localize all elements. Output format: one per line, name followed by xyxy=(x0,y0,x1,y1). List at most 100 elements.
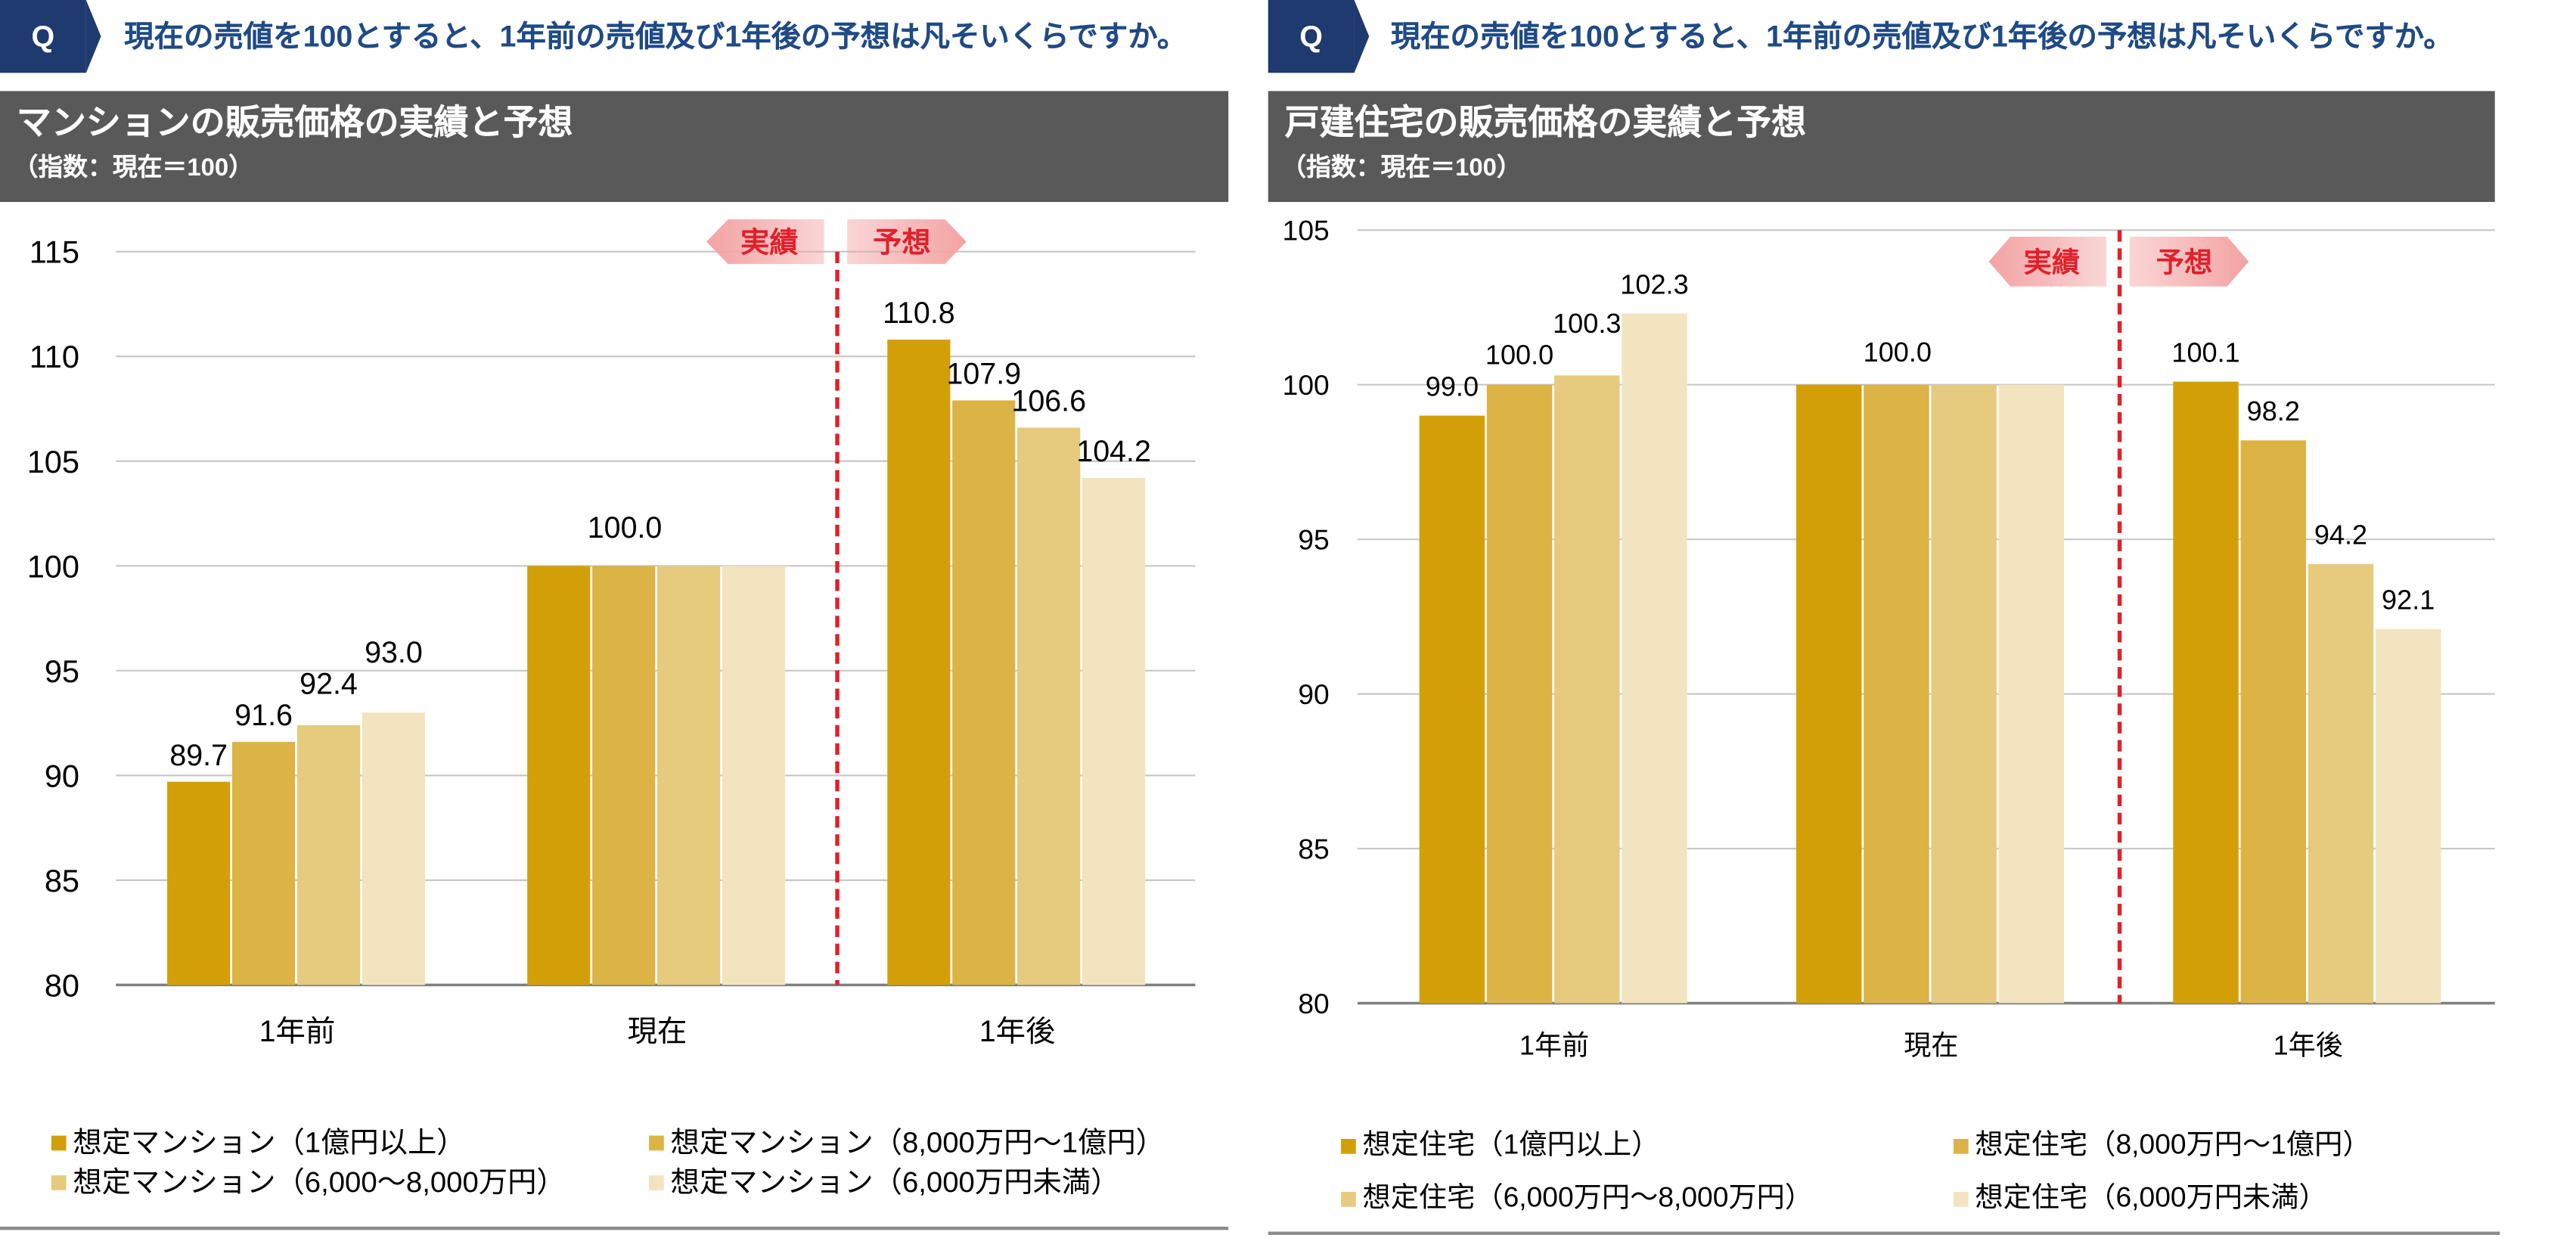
bar xyxy=(1419,415,1485,1004)
data-label: 99.0 xyxy=(1426,371,1479,402)
y-tick-label: 80 xyxy=(1298,988,1329,1019)
y-tick-label: 85 xyxy=(45,863,79,898)
question-text: 現在の売値を100とすると、1年前の売値及び1年後の予想は凡そいくらですか。 xyxy=(124,20,1187,54)
legend-swatch xyxy=(1953,1190,1969,1206)
bar xyxy=(296,724,361,985)
question-text: 現在の売値を100とすると、1年前の売値及び1年後の予想は凡そいくらですか。 xyxy=(1390,20,2453,54)
data-label: 93.0 xyxy=(365,636,423,669)
question-badge: Q xyxy=(1268,0,1370,73)
bar xyxy=(1931,384,1997,1004)
legend-label: 想定マンション（6,000万円未満） xyxy=(670,1165,1120,1199)
x-category-label: 現在 xyxy=(1904,1029,1958,1060)
y-tick-label: 115 xyxy=(29,234,79,270)
x-category-label: 1年前 xyxy=(1519,1029,1589,1060)
legend-label: 想定マンション（1億円以上） xyxy=(73,1125,466,1159)
legend-swatch xyxy=(1341,1137,1356,1153)
legend-item: 想定マンション（6,000～8,000万円） xyxy=(51,1165,566,1199)
bottom-rule xyxy=(1268,1231,2500,1235)
bar xyxy=(1486,384,1553,1004)
bar xyxy=(2308,563,2374,1004)
data-label: 104.2 xyxy=(1076,435,1151,468)
y-tick-label: 90 xyxy=(1298,678,1329,710)
y-tick-label: 95 xyxy=(1298,524,1329,556)
y-tick-label: 100 xyxy=(27,548,79,584)
legend-item: 想定マンション（8,000万円～1億円） xyxy=(649,1125,1165,1159)
bar xyxy=(2375,628,2441,1004)
data-label: 100.0 xyxy=(588,511,663,545)
bar xyxy=(887,340,951,985)
legend-label: 想定住宅（8,000万円～1億円） xyxy=(1975,1128,2371,1161)
legend-label: 想定住宅（1億円以上） xyxy=(1362,1128,1660,1161)
x-category-label: 1年後 xyxy=(2273,1029,2343,1060)
y-tick-label: 110 xyxy=(29,339,79,374)
legend-item: 想定マンション（6,000万円未満） xyxy=(649,1165,1119,1199)
y-tick-label: 85 xyxy=(1298,833,1329,864)
bar xyxy=(2240,440,2307,1004)
x-category-label: 1年後 xyxy=(979,1015,1056,1048)
legend-swatch xyxy=(1341,1190,1356,1206)
legend-label: 想定住宅（6,000万円～8,000万円） xyxy=(1362,1181,1814,1214)
question-badge: Q xyxy=(0,0,101,73)
data-label: 110.8 xyxy=(883,296,955,330)
actual-arrow xyxy=(706,219,824,265)
y-tick-label: 100 xyxy=(1283,369,1330,401)
data-label: 100.0 xyxy=(1864,337,1932,368)
legend-swatch xyxy=(1953,1137,1969,1153)
data-label: 100.0 xyxy=(1485,340,1553,371)
data-label: 107.9 xyxy=(946,358,1021,391)
legend-label: 想定マンション（6,000～8,000万円） xyxy=(73,1165,566,1199)
chart-title: 戸建住宅の販売価格の実績と予想 xyxy=(1284,104,1807,143)
data-label: 100.1 xyxy=(2171,337,2239,368)
bar xyxy=(1622,313,1687,1004)
y-tick-label: 105 xyxy=(1283,215,1330,247)
data-label: 102.3 xyxy=(1620,268,1688,299)
data-label: 106.6 xyxy=(1011,385,1086,418)
legend-item: 想定住宅（6,000万円～8,000万円） xyxy=(1341,1182,1813,1215)
data-label: 100.3 xyxy=(1553,308,1621,339)
data-label: 92.4 xyxy=(299,668,358,701)
bar xyxy=(167,781,231,985)
condo-price-chart: 80 85 90 95 100 105 110 115 1年前 現在 1年後 実績 予想 89.791.6… xyxy=(27,219,1196,1048)
y-tick-label: 90 xyxy=(45,758,79,793)
bar xyxy=(1796,384,1862,1004)
forecast-arrow xyxy=(2129,237,2249,287)
bar xyxy=(1554,375,1620,1004)
actual-arrow xyxy=(1988,237,2107,287)
forecast-arrow xyxy=(847,219,967,265)
bar xyxy=(232,742,296,985)
data-label: 98.2 xyxy=(2247,396,2300,427)
bar xyxy=(1998,384,2065,1004)
question-badge-label: Q xyxy=(31,20,55,54)
data-label: 94.2 xyxy=(2314,520,2367,551)
x-category-label: 現在 xyxy=(628,1015,687,1048)
bar xyxy=(1864,384,1929,1004)
legend-swatch xyxy=(51,1174,67,1190)
legend-item: 想定住宅（6,000万円未満） xyxy=(1953,1182,2327,1215)
forecast-label: 予想 xyxy=(2156,246,2212,278)
legend-swatch xyxy=(649,1174,664,1190)
chart-subtitle: （指数：現在＝100） xyxy=(1281,154,1522,182)
bottom-rule xyxy=(0,1227,1229,1230)
bar xyxy=(952,400,1016,985)
bar xyxy=(657,566,721,985)
bar xyxy=(592,566,656,985)
forecast-label: 予想 xyxy=(873,226,931,259)
data-label: 92.1 xyxy=(2382,584,2435,615)
legend-label: 想定マンション（8,000万円～1億円） xyxy=(670,1125,1165,1159)
y-tick-label: 105 xyxy=(27,444,79,479)
bar xyxy=(722,566,786,985)
x-category-label: 1年前 xyxy=(259,1015,336,1048)
legend-item: 想定住宅（8,000万円～1億円） xyxy=(1953,1128,2371,1162)
legend-item: 想定住宅（1億円以上） xyxy=(1341,1129,1659,1162)
question-badge-label: Q xyxy=(1299,20,1323,54)
chart-subtitle: （指数：現在＝100） xyxy=(13,154,253,182)
chart-header: マンションの販売価格の実績と予想 （指数：現在＝100） xyxy=(0,91,1229,203)
chart-header: 戸建住宅の販売価格の実績と予想 （指数：現在＝100） xyxy=(1268,91,2495,203)
bar xyxy=(362,712,426,985)
data-label: 89.7 xyxy=(169,739,228,772)
y-tick-label: 95 xyxy=(45,653,79,689)
actual-label: 実績 xyxy=(2024,246,2080,278)
